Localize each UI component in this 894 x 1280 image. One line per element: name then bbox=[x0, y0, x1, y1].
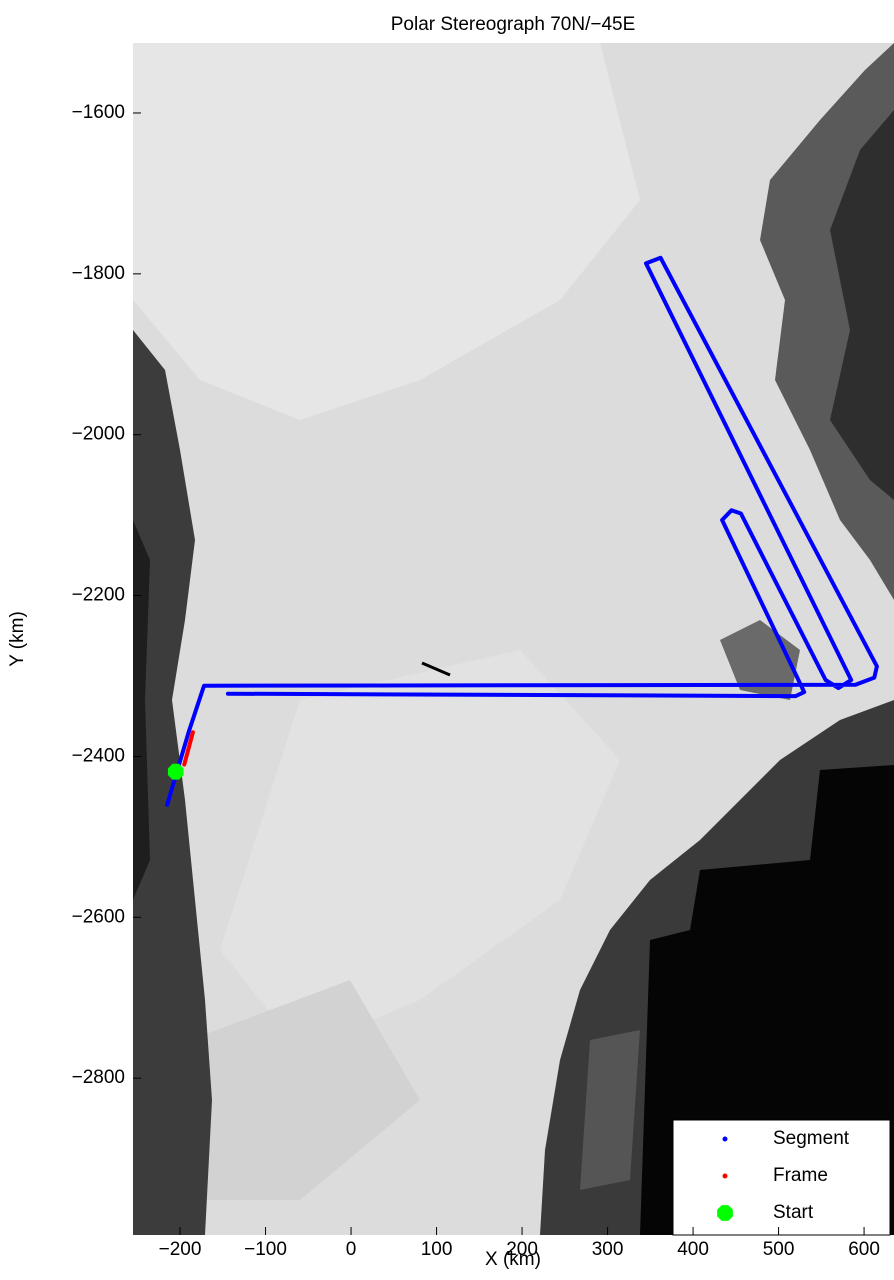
x-tick-label: 600 bbox=[848, 1239, 880, 1260]
legend-label: Start bbox=[773, 1202, 814, 1223]
x-tick-label: 500 bbox=[763, 1239, 795, 1260]
legend-marker bbox=[717, 1205, 733, 1221]
coast-east-dark bbox=[830, 110, 894, 500]
x-tick-label: −200 bbox=[159, 1239, 202, 1260]
y-tick-label: −2800 bbox=[72, 1067, 125, 1088]
x-tick-label: 0 bbox=[346, 1239, 357, 1260]
x-tick-label: 200 bbox=[506, 1239, 538, 1260]
ice-patch bbox=[133, 43, 640, 420]
track-frame bbox=[182, 730, 195, 767]
ice-patch bbox=[220, 650, 620, 1050]
x-axis-label: X (km) bbox=[485, 1249, 541, 1270]
x-tick-label: −100 bbox=[244, 1239, 287, 1260]
coast-south bbox=[580, 1030, 640, 1190]
chart-title: Polar Stereograph 70N/−45E bbox=[391, 14, 636, 35]
start-marker bbox=[167, 763, 184, 780]
y-tick-label: −2000 bbox=[72, 424, 125, 445]
ocean bbox=[640, 765, 894, 1235]
x-tick-label: 400 bbox=[677, 1239, 709, 1260]
legend-label: Frame bbox=[773, 1165, 828, 1186]
y-tick-label: −1800 bbox=[72, 263, 125, 284]
legend-label: Segment bbox=[773, 1128, 850, 1149]
x-tick-label: 300 bbox=[592, 1239, 624, 1260]
y-tick-label: −2600 bbox=[72, 906, 125, 927]
feature-line bbox=[421, 661, 451, 677]
legend: Segment Frame Start bbox=[672, 1119, 891, 1236]
x-tick-label: 100 bbox=[421, 1239, 453, 1260]
y-tick-label: −2200 bbox=[72, 585, 125, 606]
legend-marker bbox=[722, 1136, 728, 1142]
basemap bbox=[133, 43, 894, 1235]
ice-patch bbox=[190, 980, 420, 1200]
y-axis-label: Y (km) bbox=[7, 611, 28, 667]
legend-marker bbox=[722, 1173, 728, 1179]
coast-west-dark bbox=[133, 520, 150, 900]
legend-box bbox=[672, 1119, 891, 1236]
y-tick-label: −1600 bbox=[72, 102, 125, 123]
track-segment bbox=[165, 255, 879, 807]
y-tick-label: −2400 bbox=[72, 745, 125, 766]
